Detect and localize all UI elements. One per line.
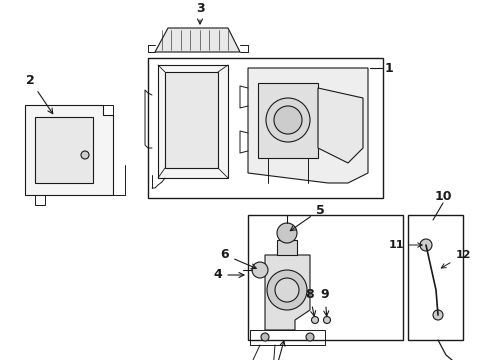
Polygon shape xyxy=(158,65,228,178)
Bar xyxy=(408,215,463,340)
Circle shape xyxy=(81,151,89,159)
Polygon shape xyxy=(155,28,240,52)
Text: 2: 2 xyxy=(25,73,53,114)
Circle shape xyxy=(433,310,443,320)
Text: 6: 6 xyxy=(220,248,256,269)
Text: 12: 12 xyxy=(441,250,471,268)
Polygon shape xyxy=(258,83,318,158)
Text: 3: 3 xyxy=(196,1,204,24)
Circle shape xyxy=(306,333,314,341)
Text: 7: 7 xyxy=(270,341,285,360)
Polygon shape xyxy=(165,72,218,168)
Text: 4: 4 xyxy=(214,269,244,282)
Circle shape xyxy=(312,316,318,324)
Polygon shape xyxy=(265,255,310,330)
Polygon shape xyxy=(35,117,93,183)
Text: 5: 5 xyxy=(290,203,324,231)
Circle shape xyxy=(420,239,432,251)
Circle shape xyxy=(252,262,268,278)
Circle shape xyxy=(323,316,330,324)
Circle shape xyxy=(266,98,310,142)
Polygon shape xyxy=(277,240,297,255)
Text: 11: 11 xyxy=(388,240,422,250)
Bar xyxy=(248,215,403,340)
Polygon shape xyxy=(248,68,368,183)
Text: 10: 10 xyxy=(434,190,452,203)
Text: 8: 8 xyxy=(306,288,316,316)
Circle shape xyxy=(274,106,302,134)
Circle shape xyxy=(277,223,297,243)
Circle shape xyxy=(261,333,269,341)
Text: 1: 1 xyxy=(385,62,394,75)
Circle shape xyxy=(275,278,299,302)
Polygon shape xyxy=(25,105,113,195)
Bar xyxy=(148,58,383,198)
Polygon shape xyxy=(318,88,363,163)
Text: 9: 9 xyxy=(320,288,329,316)
Circle shape xyxy=(267,270,307,310)
